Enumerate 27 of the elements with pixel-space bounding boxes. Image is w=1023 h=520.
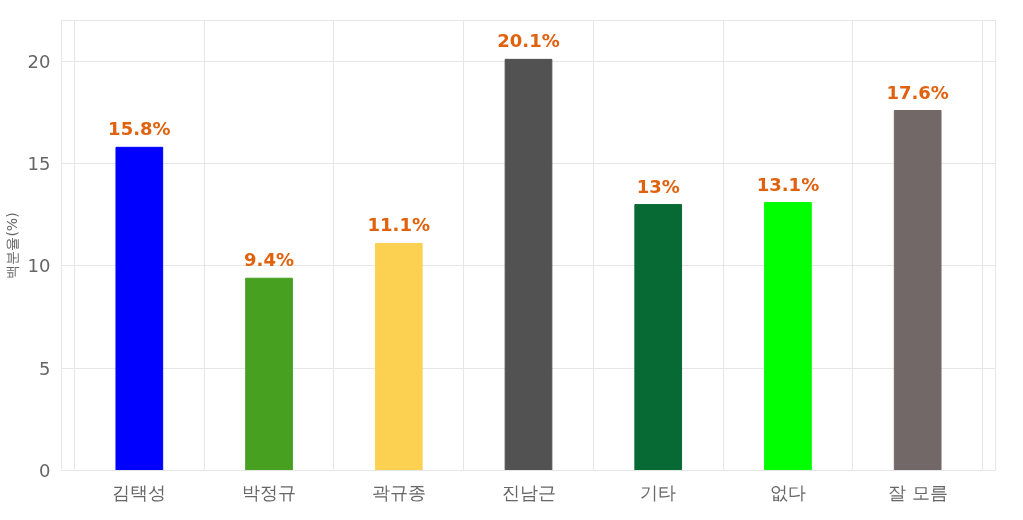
x-tick-label: 진남근 [501, 481, 556, 503]
data-label: 13% [636, 175, 680, 197]
y-tick-label: 15 [27, 153, 51, 175]
x-tick-label: 잘 모름 [887, 481, 948, 503]
bar [893, 110, 942, 471]
data-label: 11.1% [367, 214, 431, 236]
x-tick-label: 기타 [640, 481, 677, 503]
x-tick-label: 없다 [769, 481, 806, 503]
bar [115, 146, 164, 471]
data-label: 17.6% [886, 81, 949, 103]
bar [245, 277, 293, 471]
bar [504, 58, 553, 471]
data-label: 15.8% [108, 118, 171, 140]
y-tick-label: 0 [39, 460, 51, 481]
bar [764, 202, 812, 471]
y-tick-label: 5 [39, 357, 51, 379]
data-label: 9.4% [244, 249, 295, 271]
y-tick-label: 10 [27, 255, 51, 277]
x-tick-label: 박정규 [242, 481, 297, 503]
data-label: 20.1% [497, 30, 560, 52]
bar [374, 242, 423, 471]
bar [634, 204, 683, 471]
x-tick-label: 곽규종 [371, 481, 426, 503]
y-axis-title: 백분율(%) [3, 212, 20, 279]
x-tick-label: 김택성 [112, 481, 167, 503]
y-tick-label: 20 [27, 50, 51, 72]
data-label: 13.1% [756, 173, 820, 195]
